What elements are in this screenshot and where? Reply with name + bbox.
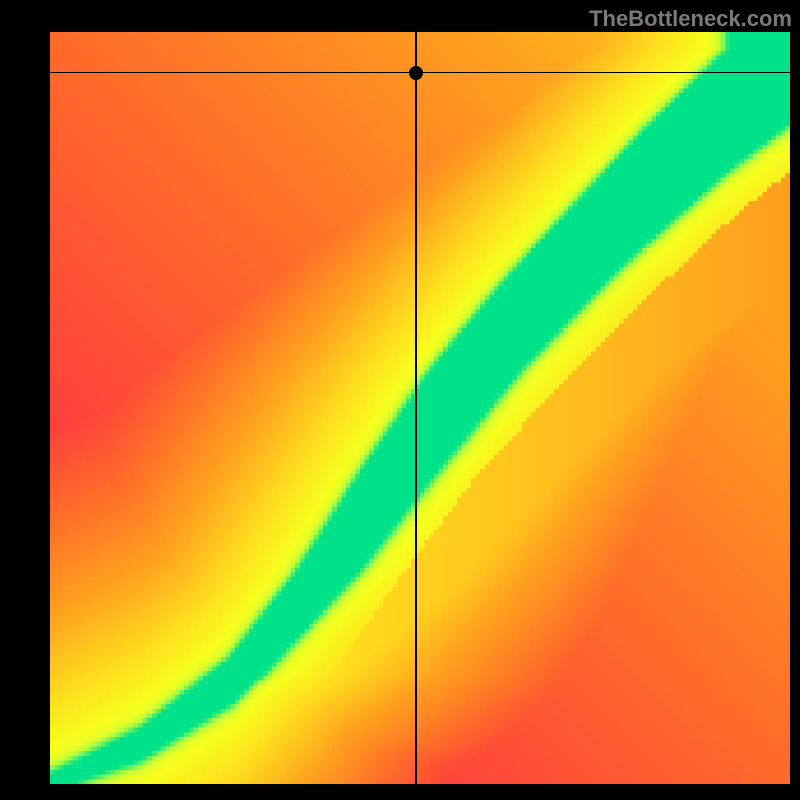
watermark-text: TheBottleneck.com <box>589 6 792 32</box>
plot-area <box>50 32 790 784</box>
heatmap-canvas <box>50 32 790 784</box>
